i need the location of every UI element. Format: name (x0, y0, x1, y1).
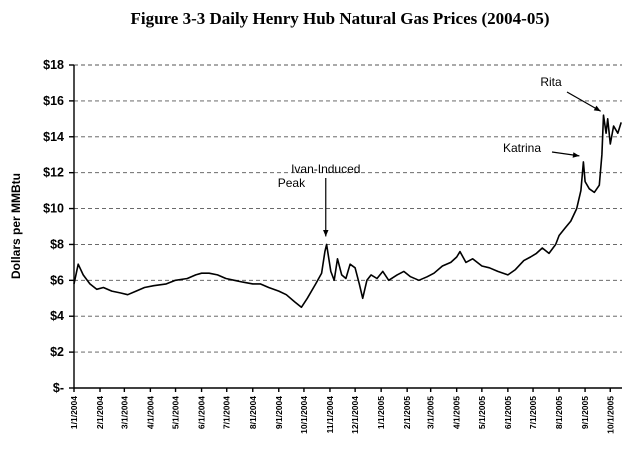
annotation-katrina: Katrina (503, 141, 541, 155)
annotation-rita: Rita (540, 75, 562, 89)
y-tick-label: $- (53, 381, 64, 395)
x-tick-label: 7/1/2004 (222, 396, 232, 429)
gridlines (74, 64, 622, 353)
x-tick-label: 5/1/2005 (477, 396, 487, 429)
y-tick-label: $14 (43, 130, 64, 144)
x-tick-label: 6/1/2005 (503, 396, 513, 429)
x-tick-label: 4/1/2005 (452, 396, 462, 429)
annotation-rita-arrow (566, 91, 601, 112)
x-tick-label: 2/1/2004 (95, 396, 105, 429)
x-tick-label: 9/1/2004 (274, 396, 284, 429)
y-axis-label: Dollars per MMBtu (9, 173, 23, 279)
x-tick-label: 10/1/2005 (605, 396, 615, 434)
x-tick-label: 8/1/2005 (554, 396, 564, 429)
x-tick-label: 10/1/2004 (299, 396, 309, 434)
x-tick-label: 4/1/2004 (145, 396, 155, 429)
x-tick-label: 9/1/2005 (580, 396, 590, 429)
y-tick-label: $16 (43, 94, 64, 108)
annotations: Ivan-Induced Peak Katrina Rita (278, 75, 601, 237)
price-series-line (73, 114, 622, 309)
x-tick-label: 1/1/2004 (69, 396, 79, 429)
y-tick-label: $6 (50, 273, 64, 287)
annotation-rita-arrow-head (593, 105, 601, 112)
annotation-ivan-line1: Ivan-Induced (291, 162, 360, 176)
x-tick-label: 5/1/2004 (171, 396, 181, 429)
y-tick-labels: $- $2 $4 $6 $8 $10 $12 $14 $16 $18 (43, 58, 74, 395)
y-tick-label: $12 (43, 166, 64, 180)
x-tick-label: 2/1/2005 (402, 396, 412, 429)
y-tick-label: $10 (43, 202, 64, 216)
x-tick-label: 12/1/2004 (350, 396, 360, 434)
x-tick-label: 8/1/2004 (248, 396, 258, 429)
x-tick-label: 3/1/2004 (119, 396, 129, 429)
y-tick-label: $18 (43, 58, 64, 72)
annotation-ivan-line2: Peak (278, 176, 306, 190)
x-tick-label: 3/1/2005 (426, 396, 436, 429)
y-tick-label: $8 (50, 237, 64, 251)
x-tick-label: 11/1/2004 (325, 396, 335, 434)
x-tick-label: 1/1/2005 (376, 396, 386, 429)
x-tick-labels: 1/1/2004 2/1/2004 3/1/2004 4/1/2004 5/1/2004… (69, 388, 615, 434)
chart-title: Figure 3-3 Daily Henry Hub Natural Gas P… (131, 9, 550, 28)
y-tick-label: $4 (50, 309, 64, 323)
axes (73, 65, 622, 389)
x-tick-label: 6/1/2004 (197, 396, 207, 429)
annotation-katrina-arrow-head (572, 152, 580, 158)
x-tick-label: 7/1/2005 (528, 396, 538, 429)
annotation-ivan-arrow-head (323, 229, 329, 237)
y-tick-label: $2 (50, 345, 64, 359)
